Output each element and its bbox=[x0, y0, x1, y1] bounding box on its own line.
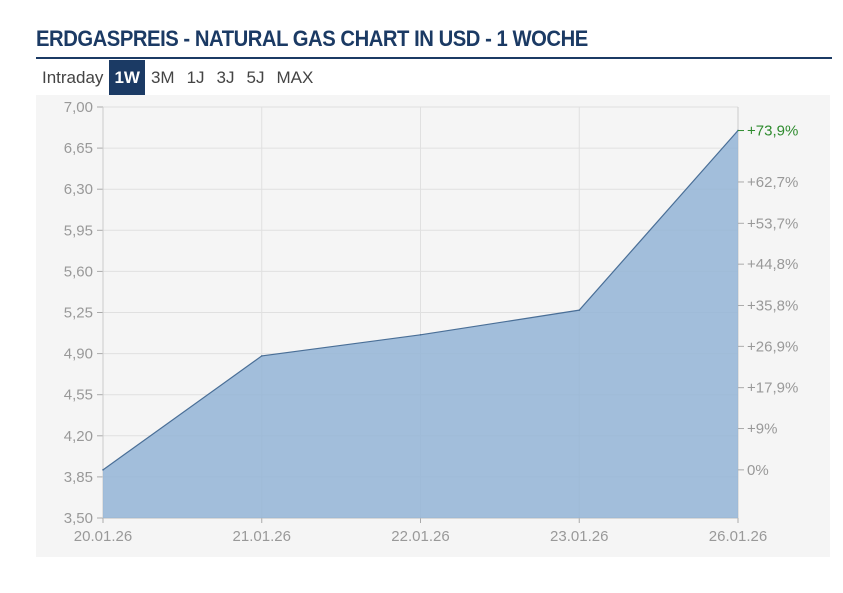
right-tick-label: +35,8% bbox=[747, 297, 798, 314]
right-tick-label: 0% bbox=[747, 462, 769, 479]
series-area bbox=[103, 130, 738, 518]
x-tick-label: 21.01.26 bbox=[233, 528, 291, 545]
tab-3m[interactable]: 3M bbox=[150, 68, 175, 87]
data-point bbox=[578, 309, 581, 311]
y-tick-label: 7,00 bbox=[64, 99, 93, 116]
y-tick-label: 4,20 bbox=[64, 428, 93, 445]
y-tick-label: 4,55 bbox=[64, 387, 93, 404]
last-value-label: +73,9% bbox=[747, 123, 798, 140]
y-tick-label: 5,95 bbox=[64, 222, 93, 239]
x-tick-label: 23.01.26 bbox=[550, 528, 608, 545]
tab-1j[interactable]: 1J bbox=[186, 68, 205, 87]
tab-max[interactable]: MAX bbox=[276, 68, 314, 87]
chart-title: ERDGASPREIS - NATURAL GAS CHART IN USD -… bbox=[36, 26, 588, 51]
y-tick-label: 3,50 bbox=[64, 510, 93, 527]
data-point bbox=[260, 355, 263, 357]
data-point bbox=[102, 469, 104, 471]
x-tick-label: 22.01.26 bbox=[391, 528, 449, 545]
y-tick-label: 5,25 bbox=[64, 305, 93, 322]
x-tick-label: 26.01.26 bbox=[709, 528, 767, 545]
data-point bbox=[419, 334, 422, 336]
chart-area: 7,00 6,65 6,30 5,95 5,60 5,25 4,90 4,55 4,20 3,85… bbox=[36, 95, 830, 557]
y-tick-label: 5,60 bbox=[64, 263, 93, 280]
x-tick-label: 20.01.26 bbox=[74, 528, 132, 545]
right-tick-label: +53,7% bbox=[747, 215, 798, 232]
right-tick-label: +44,8% bbox=[747, 256, 798, 273]
right-tick-label: +17,9% bbox=[747, 380, 798, 397]
right-tick-label: +9% bbox=[747, 421, 777, 438]
right-tick-label: +26,9% bbox=[747, 338, 798, 355]
tab-3j[interactable]: 3J bbox=[216, 68, 235, 87]
y-tick-label: 6,30 bbox=[64, 181, 93, 198]
tab-5j[interactable]: 5J bbox=[246, 68, 265, 87]
price-chart: 7,00 6,65 6,30 5,95 5,60 5,25 4,90 4,55 4,20 3,85… bbox=[64, 99, 799, 545]
y-tick-label: 6,65 bbox=[64, 140, 93, 157]
y-tick-label: 3,85 bbox=[64, 469, 93, 486]
right-tick-label: +62,7% bbox=[747, 174, 798, 191]
timeframe-tabs: Intraday 1W 3M 1J 3J 5J MAX bbox=[36, 60, 319, 95]
title-divider bbox=[36, 57, 832, 59]
tab-1w[interactable]: 1W bbox=[109, 60, 145, 95]
y-tick-label: 4,90 bbox=[64, 346, 93, 363]
tab-intraday[interactable]: Intraday bbox=[42, 68, 104, 87]
